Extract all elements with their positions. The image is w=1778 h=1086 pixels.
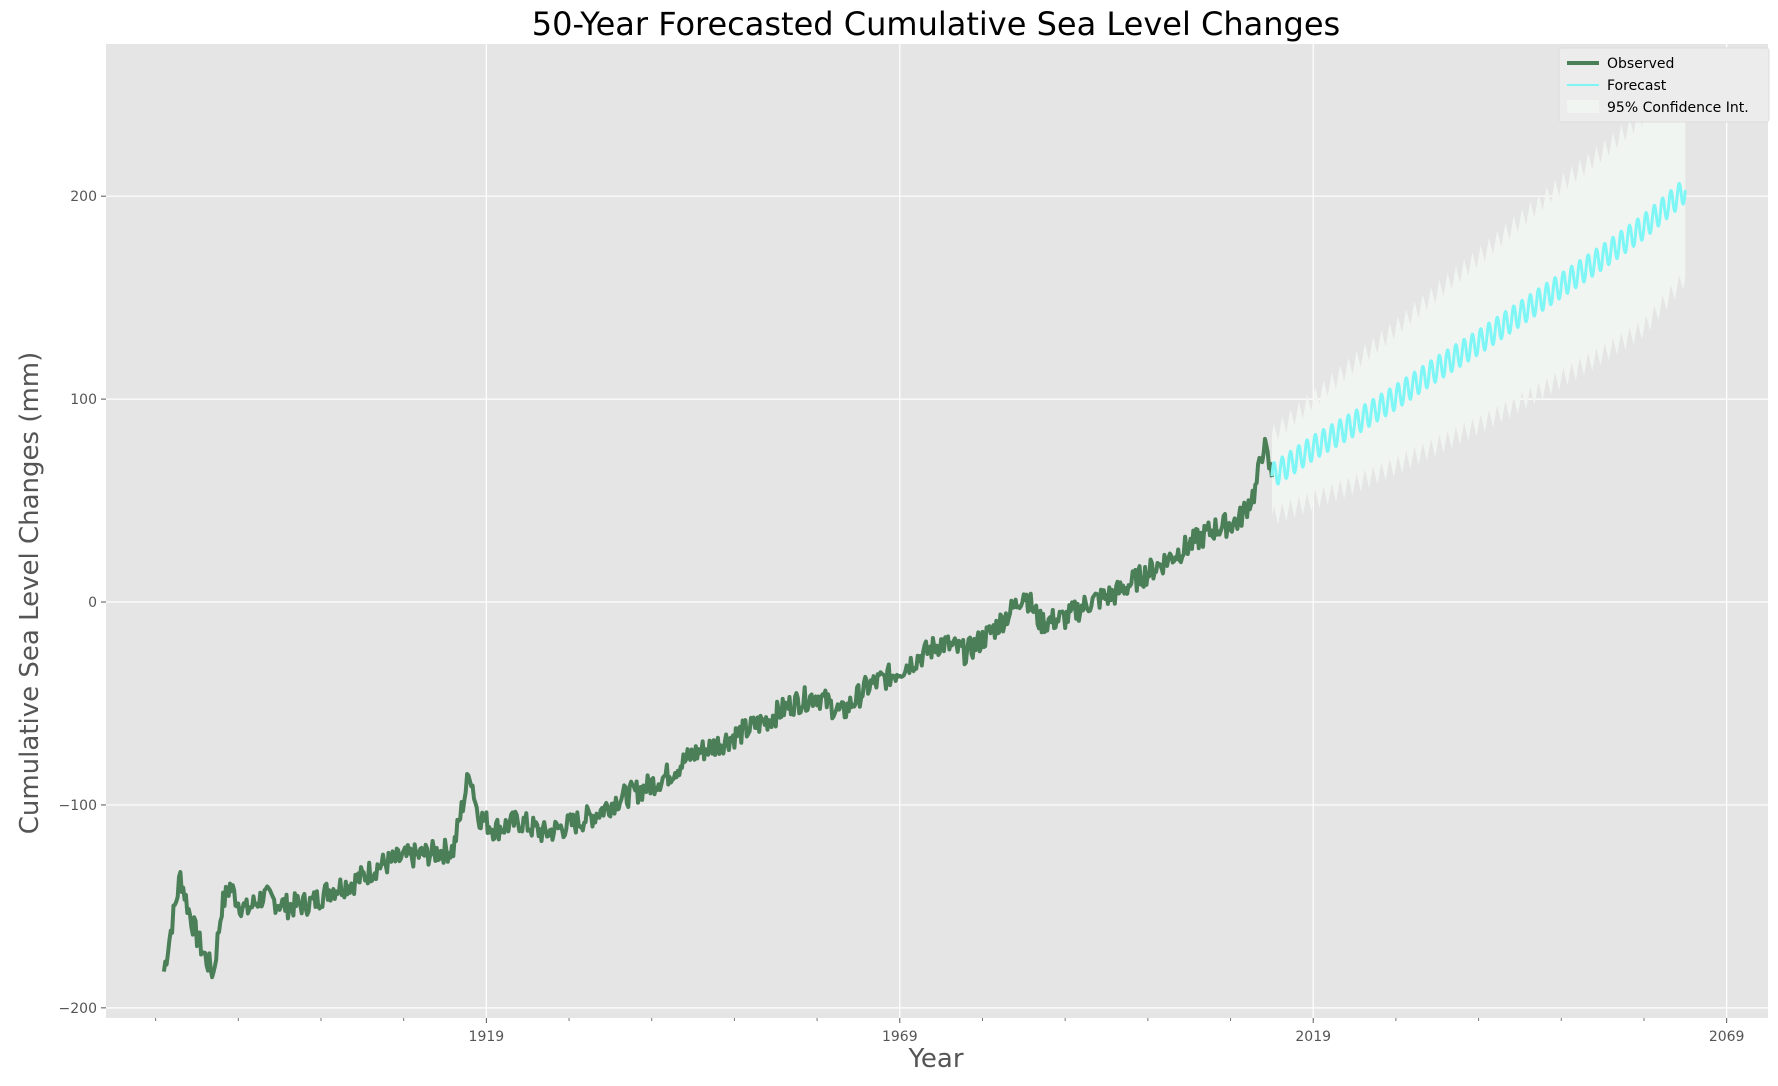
y-tick-label: 0: [88, 595, 97, 611]
forecast-line: [1270, 181, 1687, 486]
x-tick-label: 2069: [1709, 1029, 1745, 1045]
plot-background: [106, 44, 1768, 1018]
y-tick-label: 200: [70, 189, 97, 205]
grid-lines: [106, 44, 1768, 1018]
y-axis-label: Cumulative Sea Level Changes (mm): [15, 352, 45, 835]
legend-box: [1558, 47, 1770, 123]
y-tick-label: −200: [59, 1001, 97, 1017]
legend-forecast-label: Forecast: [1607, 78, 1667, 94]
y-tick-label: 100: [70, 392, 97, 408]
x-tick-label: 1969: [882, 1029, 918, 1045]
x-axis-label: Year: [907, 1044, 963, 1074]
x-tick-label: 2019: [1295, 1029, 1331, 1045]
legend-confidence-swatch: [1567, 100, 1599, 113]
tick-labels-layer: 1919 1969 2019 2069 −200 −100 0 100 200: [59, 189, 1745, 1045]
x-tick-label: 1919: [469, 1029, 505, 1045]
legend-observed-label: Observed: [1607, 56, 1674, 72]
chart-title: 50-Year Forecasted Cumulative Sea Level …: [532, 5, 1340, 43]
y-tick-label: −100: [59, 798, 97, 814]
legend: Observed Forecast 95% Confidence Int.: [1558, 47, 1770, 123]
series-lines-layer: [161, 181, 1687, 980]
legend-confidence-label: 95% Confidence Int.: [1607, 100, 1749, 116]
observed-line: [161, 436, 1274, 980]
